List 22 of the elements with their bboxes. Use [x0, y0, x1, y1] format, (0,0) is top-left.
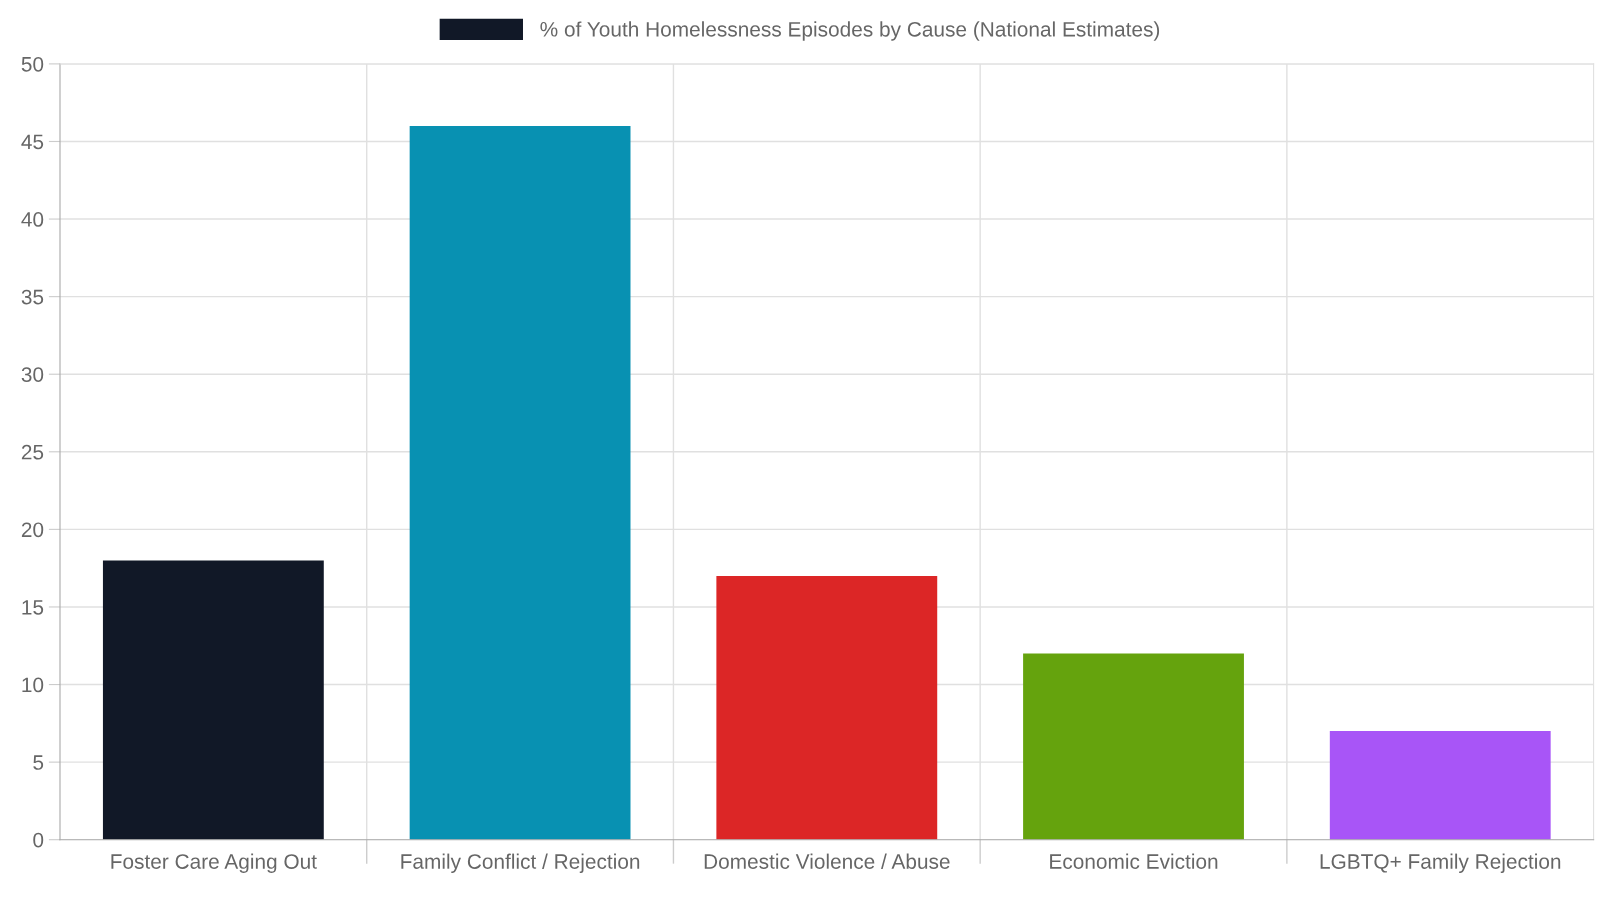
y-tick-label: 25: [21, 444, 44, 460]
x-tick-label: LGBTQ+ Family Rejection: [1320, 853, 1561, 874]
y-tick-label: 30: [21, 367, 44, 382]
bar: [409, 125, 631, 840]
bar: [716, 575, 938, 840]
x-tick-label: Family Conflict / Rejection: [401, 853, 640, 874]
bar: [1023, 653, 1244, 840]
x-tick-label: Domestic Violence / Abuse: [704, 853, 950, 869]
bar: [102, 560, 324, 840]
y-tick-label: 45: [21, 134, 44, 150]
legend-label: % of Youth Homelessness Episodes by Cause (National Estimates): [540, 21, 1160, 41]
y-tick-label: 10: [22, 677, 44, 693]
y-tick-label: 35: [21, 289, 44, 305]
y-tick-label: 20: [21, 522, 44, 538]
x-tick-label: Foster Care Aging Out: [111, 853, 317, 874]
y-tick-label: 40: [21, 212, 44, 227]
y-tick-label: 50: [21, 56, 44, 72]
y-tick-label: 0: [33, 832, 44, 848]
bar: [1329, 731, 1551, 840]
y-tick-label: 15: [22, 600, 44, 615]
y-tick-label: 5: [33, 755, 44, 770]
x-tick-label: Economic Eviction: [1050, 853, 1218, 869]
